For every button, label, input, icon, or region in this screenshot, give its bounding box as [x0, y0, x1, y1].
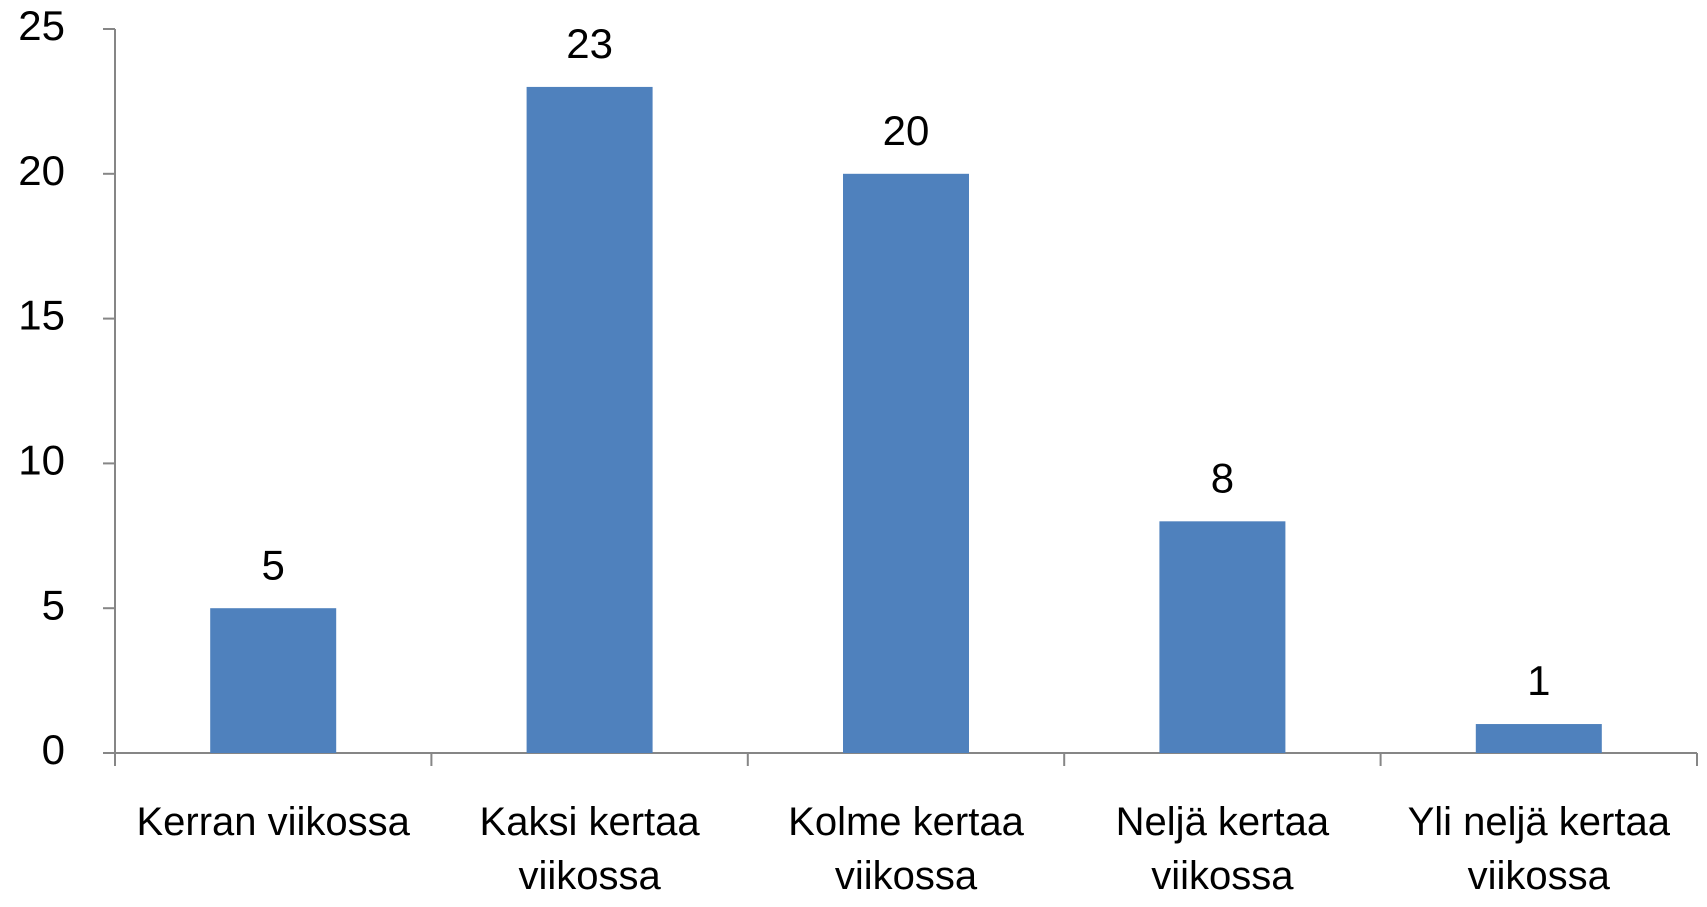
y-tick-label: 10 — [18, 436, 65, 483]
x-tick-label: Kaksi kertaa viikossa — [479, 800, 700, 898]
y-tick-label: 15 — [18, 292, 65, 339]
y-tick-label: 0 — [42, 726, 65, 773]
x-tick-label: Kerran viikossa — [136, 800, 410, 844]
data-label: 20 — [883, 107, 930, 154]
bar — [1159, 521, 1286, 753]
bar — [210, 608, 337, 753]
x-tick-label: Yli neljä kertaa viikossa — [1407, 800, 1670, 898]
data-label: 23 — [566, 20, 613, 67]
y-tick-label: 20 — [18, 147, 65, 194]
data-label: 5 — [262, 541, 285, 588]
data-label: 8 — [1211, 454, 1234, 501]
x-tick-label: Neljä kertaa viikossa — [1115, 800, 1330, 898]
data-label: 1 — [1527, 657, 1550, 704]
x-tick-label: Kolme kertaa viikossa — [788, 800, 1024, 898]
bar — [1475, 724, 1602, 753]
y-tick-label: 25 — [18, 2, 65, 49]
y-tick-label: 5 — [42, 581, 65, 628]
bar — [843, 173, 969, 754]
bar — [526, 86, 653, 754]
